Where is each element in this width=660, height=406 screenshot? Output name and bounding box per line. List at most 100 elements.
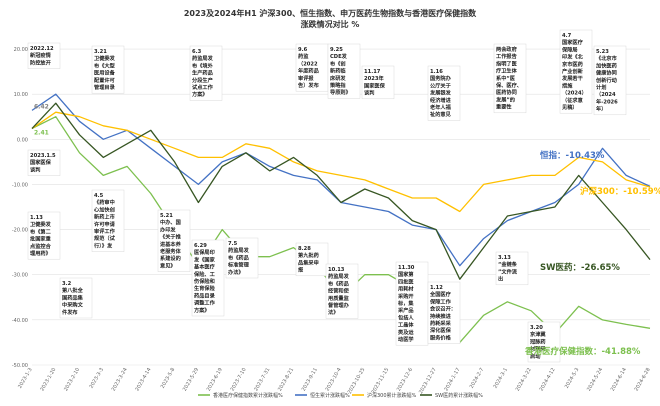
annotation-text: 督管理办 bbox=[328, 301, 350, 309]
annotation-text: 10.13 bbox=[328, 267, 345, 273]
y-tick-label: 10.00 bbox=[14, 92, 28, 98]
end-label-2: 沪深300：-10.59% bbox=[580, 186, 660, 197]
annotation-text: 办印发 bbox=[160, 225, 176, 233]
annotation-text: 4.5 bbox=[94, 193, 104, 199]
y-tick-label: 0.00 bbox=[17, 137, 28, 143]
annotation-text: 药监局发 bbox=[328, 272, 350, 280]
annotation-text: 7.5 bbox=[228, 241, 238, 247]
annotation-text: 全国医疗 bbox=[429, 290, 452, 298]
annotation-text: 国务院办 bbox=[430, 74, 452, 82]
legend-label: 沪深300累计涨跌幅% bbox=[367, 392, 417, 399]
annotation-text: 公厅关于 bbox=[430, 81, 452, 89]
annotation-text: 工晶体 bbox=[398, 321, 414, 329]
annotation-frame bbox=[427, 281, 461, 344]
annotation-text: 策略指 bbox=[330, 81, 346, 89]
annotation-frame bbox=[325, 263, 359, 319]
annotation-frame bbox=[27, 211, 61, 260]
annotation-text: 规范（试 bbox=[94, 234, 116, 242]
annotation-text: 采购开 bbox=[398, 292, 414, 300]
annotation-text: “金链条 bbox=[498, 260, 518, 268]
annotation-frame bbox=[27, 149, 61, 176]
annotation-text: 经济增进 bbox=[430, 96, 452, 104]
annotation-text: 发展银发 bbox=[429, 89, 452, 97]
annotation-text: 审评工作 bbox=[94, 227, 116, 235]
annotation-text: 药监局发 bbox=[192, 54, 214, 62]
annotation-text: 理用药》 bbox=[30, 249, 51, 257]
annotation-text: 材联采 bbox=[529, 345, 546, 353]
annotation-text: 医用设备 bbox=[94, 69, 116, 77]
annotation-text: 发《国家 bbox=[193, 255, 216, 263]
annotation-text: 包括人 bbox=[398, 313, 414, 321]
annotation-text: 布《大型 bbox=[94, 61, 116, 69]
annotation-text: 谈判 bbox=[30, 165, 40, 173]
annotation-text: 许可申请 bbox=[94, 220, 116, 228]
annotation-text: 2023年 bbox=[364, 74, 384, 82]
annotation-text: 四批医 bbox=[398, 277, 414, 285]
annotation-text: 品集采申 bbox=[298, 258, 319, 266]
annotation-text: 基本医疗 bbox=[193, 263, 216, 271]
annotation-text: 3.20 bbox=[530, 325, 543, 331]
annotation-text: 2022.12 bbox=[30, 46, 54, 52]
annotation-text: 点监控合 bbox=[30, 242, 52, 250]
annotation-text: 新药上市 bbox=[94, 213, 116, 221]
annotation-text: 见稿） bbox=[562, 103, 578, 111]
end-label-0: 香港医疗保健指数：-41.88% bbox=[524, 346, 641, 357]
annotation-text: 药监局发 bbox=[228, 246, 250, 254]
annotation-text: 报 bbox=[298, 266, 304, 274]
annotation-text: 新药临 bbox=[330, 67, 346, 75]
annotation-frame bbox=[157, 209, 191, 272]
annotations: 2022.12新冠疫情防控放开2023.1.5国家医保谈判1.13卫健委发布《第… bbox=[27, 29, 627, 363]
annotation-text: ”文件流 bbox=[498, 267, 518, 275]
annotation-text: 系中“医 bbox=[496, 74, 516, 82]
annotation-frame bbox=[593, 45, 627, 116]
start-value-label: 6.42 bbox=[34, 103, 49, 110]
annotation-frame bbox=[527, 321, 561, 363]
annotation-text: 1.12 bbox=[430, 285, 443, 291]
annotation-text: 经营和使 bbox=[328, 287, 350, 295]
annotation-text: 第九批药 bbox=[298, 251, 319, 259]
annotation-frame bbox=[189, 45, 223, 101]
annotation-text: 京津冀 bbox=[530, 330, 546, 338]
annotation-text: 创新行动 bbox=[595, 76, 617, 84]
annotation-text: 用质量监 bbox=[327, 294, 350, 302]
annotation-text: 意见》 bbox=[160, 261, 176, 269]
annotation-text: 6.29 bbox=[194, 243, 207, 249]
annotation-text: 件发布 bbox=[62, 308, 78, 316]
annotation-text: 伤保险和 bbox=[193, 277, 215, 285]
annotation-text: 健康协同 bbox=[596, 69, 617, 77]
annotation-text: 6.3 bbox=[192, 49, 202, 55]
annotation-text: 布《境外 bbox=[192, 61, 214, 69]
annotation-text: 产业创新 bbox=[562, 67, 584, 75]
annotation-text: 《关于推 bbox=[160, 233, 182, 241]
annotation-text: 进基本养 bbox=[160, 240, 182, 248]
annotation-text: 中办、国 bbox=[160, 218, 181, 226]
annotation-frame bbox=[191, 239, 225, 317]
annotation-text: 行）》发 bbox=[93, 241, 113, 249]
annotation-text: 深化医保 bbox=[430, 326, 452, 334]
annotation-text: 布《药品 bbox=[328, 279, 349, 287]
annotation-text: 审评报 bbox=[298, 74, 314, 82]
annotation-text: 5.23 bbox=[596, 49, 609, 55]
annotation-text: （2024） bbox=[562, 89, 587, 97]
annotation-text: 国药品集 bbox=[62, 293, 84, 301]
annotation-text: 用耗材 bbox=[397, 285, 414, 293]
annotation-text: CDE发 bbox=[330, 52, 348, 60]
annotation-text: 医保局印 bbox=[194, 248, 215, 256]
annotation-text: 持续推进 bbox=[430, 312, 452, 320]
annotation-text: 3.13 bbox=[498, 255, 511, 261]
annotation-text: 年度药品 bbox=[298, 67, 319, 75]
annotation-box: 4.7国家医疗保障局印发《北京市医药产业创新发展若干措施（2024）（征求意见稿… bbox=[559, 29, 593, 114]
annotation-text: 8.28 bbox=[298, 246, 311, 252]
